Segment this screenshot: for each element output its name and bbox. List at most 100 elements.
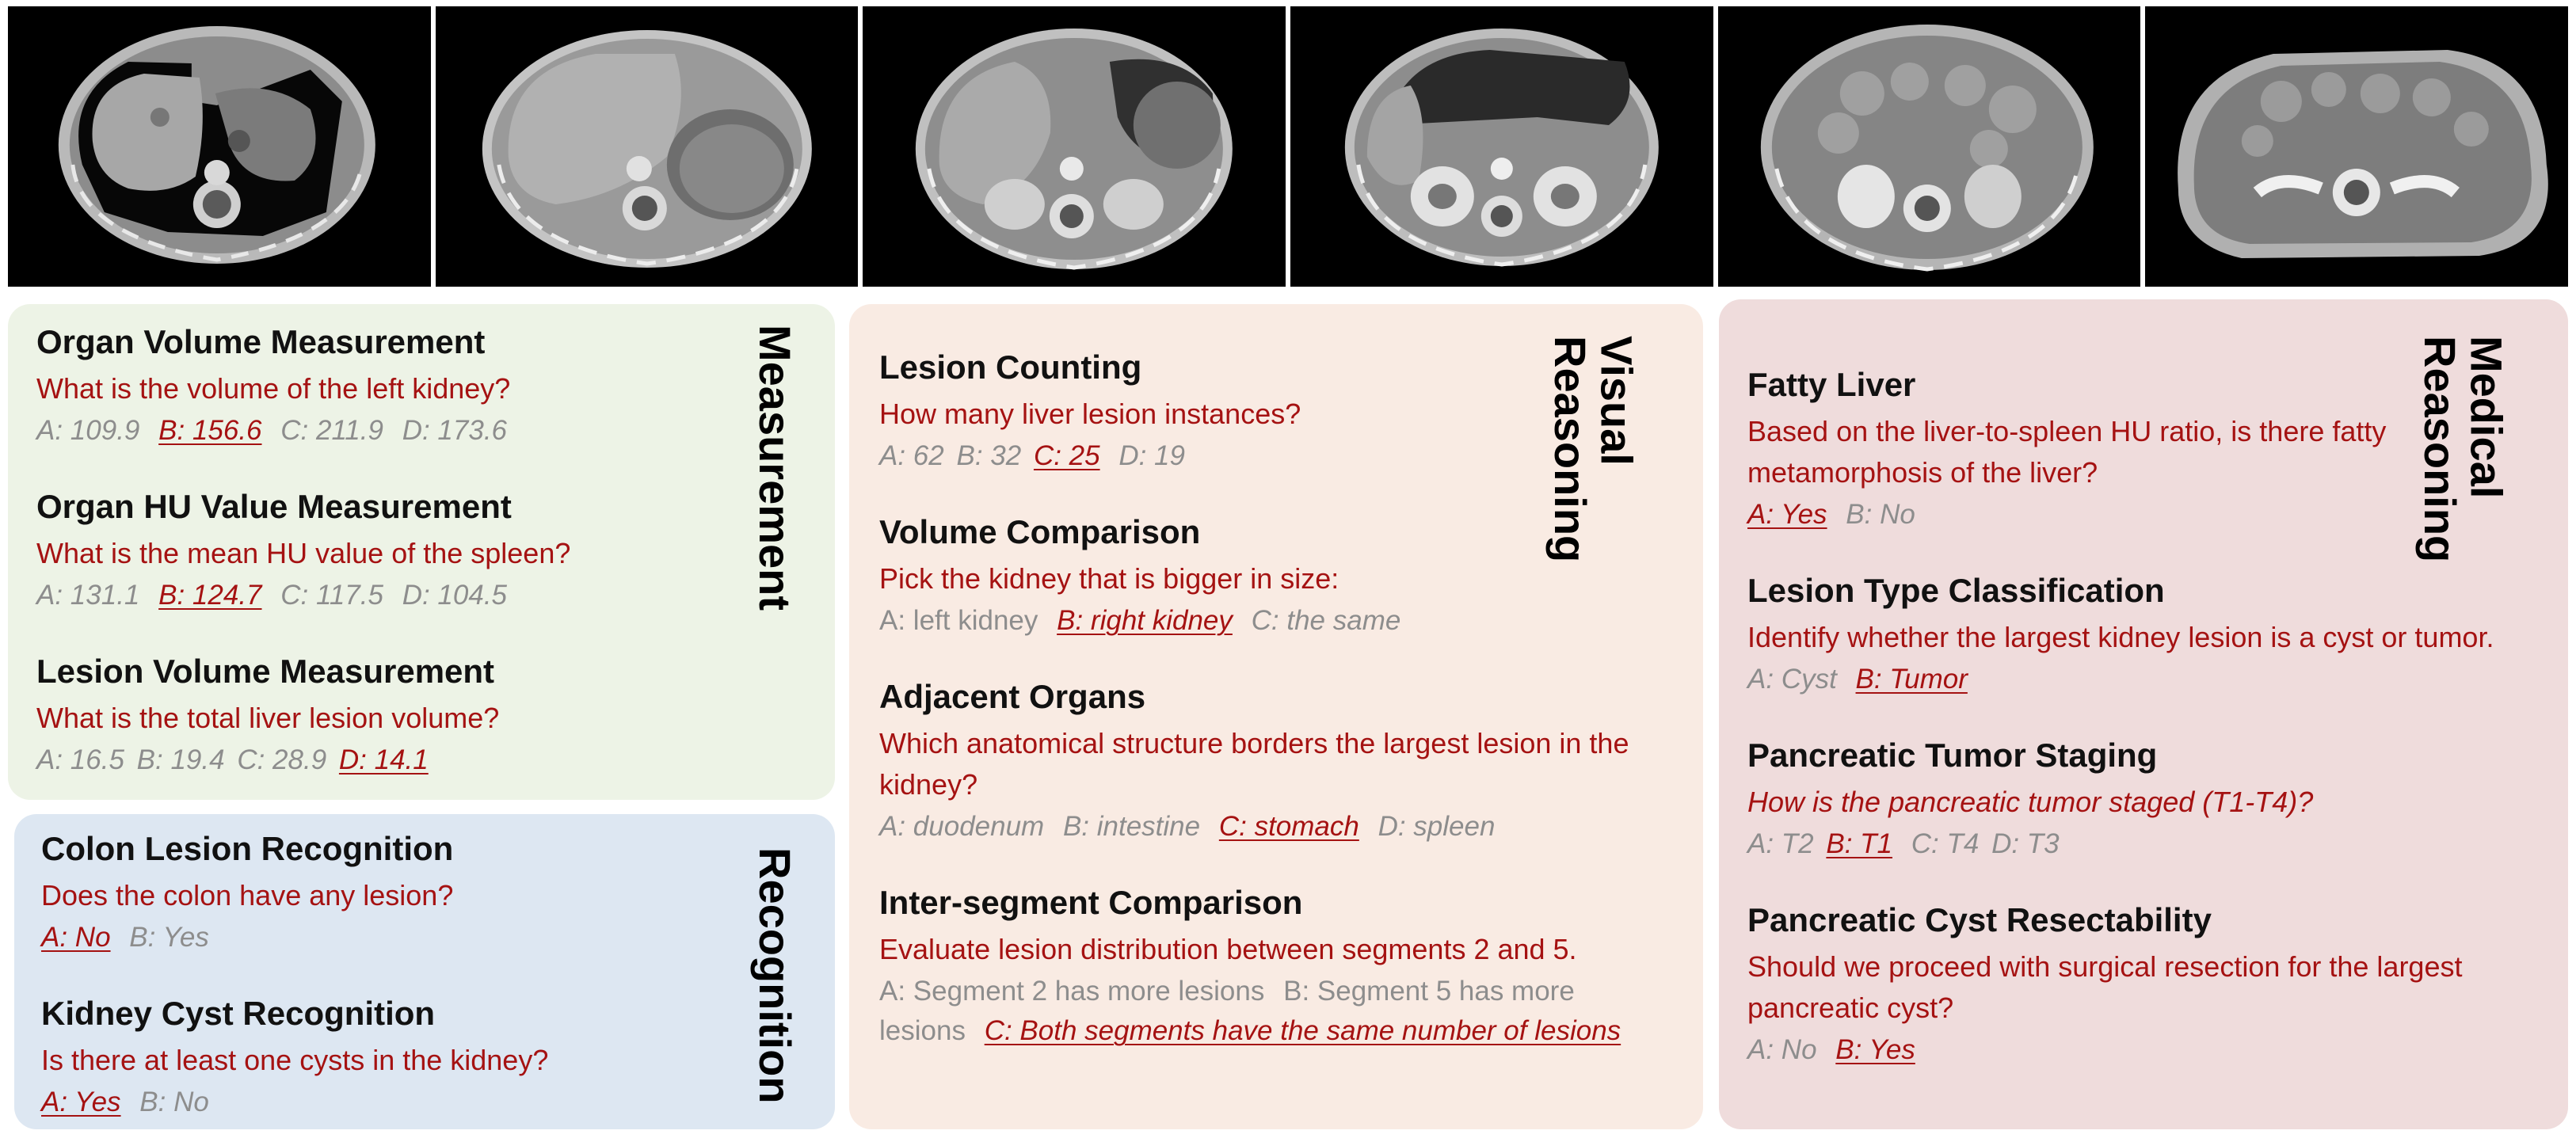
item-question: Is there at least one cysts in the kidne… [41, 1043, 549, 1076]
option-c-correct[interactable]: C: stomach [1218, 810, 1359, 842]
colon-lesion-recognition: Colon Lesion Recognition Does the colon … [41, 828, 453, 957]
option-a[interactable]: A: 131.1 [36, 579, 140, 611]
category-line-2: Reasoning [1545, 336, 1595, 563]
category-label-medical-reasoning: Medical Reasoning [2414, 336, 2512, 563]
answer-options: A: 131.1 B: 124.7 C: 117.5 D: 104.5 [36, 576, 570, 616]
lesion-counting: Lesion Counting How many liver lesion in… [879, 347, 1301, 476]
option-a[interactable]: A: 16.5 [36, 744, 124, 775]
item-question: Identify whether the largest kidney lesi… [1747, 620, 2494, 653]
option-d[interactable]: D: 104.5 [402, 579, 508, 611]
category-line-1: Medical [2461, 336, 2512, 499]
option-a[interactable]: A: T2 [1747, 828, 1814, 859]
answer-options: A: 62 B: 32 C: 25 D: 19 [879, 436, 1301, 477]
item-question: How is the pancreatic tumor staged (T1-T… [1747, 785, 2314, 818]
item-question: Based on the liver-to-spleen HU ratio, i… [1747, 414, 2387, 489]
ct-slice-5 [1717, 6, 2141, 287]
ct-image-strip [8, 6, 2569, 287]
option-b[interactable]: B: No [1846, 498, 1915, 530]
option-a[interactable]: A: Cyst [1747, 663, 1837, 695]
item-title: Kidney Cyst Recognition [41, 995, 436, 1032]
inter-segment-comparison: Inter-segment Comparison Evaluate lesion… [879, 882, 1671, 1052]
option-b-correct[interactable]: B: 124.7 [158, 579, 262, 611]
item-question: What is the volume of the left kidney? [36, 371, 511, 405]
item-title: Lesion Volume Measurement [36, 653, 495, 690]
option-b-correct[interactable]: B: right kidney [1057, 604, 1233, 636]
category-line-2: Reasoning [2414, 336, 2465, 563]
option-c-correct[interactable]: C: 25 [1033, 440, 1100, 471]
answer-options: A: No B: Yes [41, 918, 453, 958]
category-label-recognition: Recognition [749, 847, 800, 1104]
item-title: Lesion Counting [879, 348, 1142, 386]
option-b-correct[interactable]: B: Yes [1835, 1033, 1915, 1065]
ct-slice-4 [1290, 6, 1713, 287]
option-c[interactable]: C: 211.9 [280, 414, 383, 446]
kidney-cyst-recognition: Kidney Cyst Recognition Is there at leas… [41, 993, 548, 1122]
option-b[interactable]: B: Segment 5 has more lesions [879, 975, 1575, 1047]
category-label-measurement: Measurement [749, 325, 800, 611]
organ-volume-measurement: Organ Volume Measurement What is the vol… [36, 322, 518, 451]
answer-options: A: 16.5 B: 19.4 C: 28.9 D: 14.1 [36, 740, 499, 781]
ct-slice-2 [435, 6, 859, 287]
ct-slice-3 [863, 6, 1286, 287]
answer-options: A: No B: Yes [1747, 1030, 2547, 1071]
item-question: Pick the kidney that is bigger in size: [879, 561, 1339, 595]
answer-options: A: Yes B: No [1747, 495, 2397, 535]
item-title: Pancreatic Cyst Resectability [1747, 901, 2212, 938]
option-a[interactable]: A: No [1747, 1033, 1817, 1065]
answer-options: A: left kidney B: right kidney C: the sa… [879, 601, 1412, 641]
item-title: Adjacent Organs [879, 678, 1146, 715]
item-title: Colon Lesion Recognition [41, 830, 454, 867]
lesion-type-classification: Lesion Type Classification Identify whet… [1747, 570, 2494, 699]
adjacent-organs: Adjacent Organs Which anatomical structu… [879, 676, 1671, 847]
option-a-correct[interactable]: A: Yes [41, 1086, 121, 1117]
item-title: Organ Volume Measurement [36, 323, 486, 360]
option-d[interactable]: D: 173.6 [402, 414, 508, 446]
option-c[interactable]: C: the same [1251, 604, 1401, 636]
category-line-1: Visual [1591, 336, 1642, 466]
option-d[interactable]: D: 19 [1118, 440, 1185, 471]
option-b[interactable]: B: intestine [1062, 810, 1201, 842]
option-d[interactable]: D: T3 [1991, 828, 2060, 859]
option-a[interactable]: A: left kidney [879, 604, 1038, 636]
answer-options: A: Segment 2 has more lesions B: Segment… [879, 972, 1671, 1052]
option-b-correct[interactable]: B: Tumor [1855, 663, 1968, 695]
pancreatic-cyst-resectability: Pancreatic Cyst Resectability Should we … [1747, 900, 2547, 1071]
option-d-correct[interactable]: D: 14.1 [338, 744, 429, 775]
option-a[interactable]: A: duodenum [879, 810, 1045, 842]
option-c[interactable]: C: T4 [1911, 828, 1980, 859]
measurement-panel: Organ Volume Measurement What is the vol… [8, 304, 835, 800]
item-title: Fatty Liver [1747, 366, 1916, 403]
pancreatic-tumor-staging: Pancreatic Tumor Staging How is the panc… [1747, 735, 2313, 864]
option-b-correct[interactable]: B: T1 [1826, 828, 1893, 859]
item-title: Lesion Type Classification [1747, 572, 2165, 609]
item-question: What is the mean HU value of the spleen? [36, 536, 571, 569]
ct-slice-6 [2145, 6, 2569, 287]
option-a-correct[interactable]: A: No [41, 921, 111, 953]
item-title: Pancreatic Tumor Staging [1747, 736, 2158, 774]
answer-options: A: 109.9 B: 156.6 C: 211.9 D: 173.6 [36, 411, 518, 451]
option-b[interactable]: B: 32 [956, 440, 1022, 471]
option-d[interactable]: D: spleen [1378, 810, 1496, 842]
option-a[interactable]: A: 109.9 [36, 414, 140, 446]
item-question: Should we proceed with surgical resectio… [1747, 950, 2463, 1024]
item-title: Inter-segment Comparison [879, 884, 1303, 921]
option-b[interactable]: B: Yes [129, 921, 209, 953]
option-b[interactable]: B: No [139, 1086, 209, 1117]
organ-hu-value-measurement: Organ HU Value Measurement What is the m… [36, 486, 570, 615]
option-b-correct[interactable]: B: 156.6 [158, 414, 262, 446]
visual-reasoning-panel: Lesion Counting How many liver lesion in… [849, 304, 1703, 1129]
fatty-liver: Fatty Liver Based on the liver-to-spleen… [1747, 364, 2397, 535]
option-c[interactable]: C: 28.9 [237, 744, 327, 775]
option-a[interactable]: A: 62 [879, 440, 944, 471]
option-c[interactable]: C: 117.5 [280, 579, 383, 611]
item-question: Which anatomical structure borders the l… [879, 726, 1629, 801]
item-question: How many liver lesion instances? [879, 397, 1301, 430]
category-label-visual-reasoning: Visual Reasoning [1545, 336, 1642, 563]
option-a[interactable]: A: Segment 2 has more lesions [879, 975, 1265, 1007]
item-question: Evaluate lesion distribution between seg… [879, 932, 1577, 965]
option-c-correct[interactable]: C: Both segments have the same number of… [984, 1015, 1621, 1047]
lesion-volume-measurement: Lesion Volume Measurement What is the to… [36, 651, 499, 780]
option-b[interactable]: B: 19.4 [136, 744, 225, 775]
answer-options: A: T2 B: T1 C: T4 D: T3 [1747, 824, 2313, 865]
option-a-correct[interactable]: A: Yes [1747, 498, 1827, 530]
